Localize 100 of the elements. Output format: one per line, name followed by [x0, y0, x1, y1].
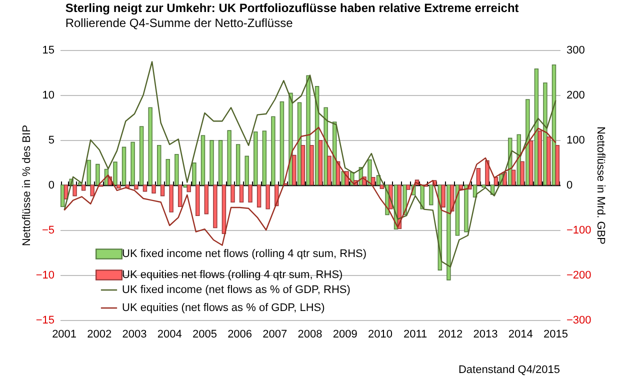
bar [429, 184, 434, 206]
y2-tick-label: 300 [566, 44, 585, 56]
legend-label: UK equities (net flows as % of GDP, LHS) [122, 302, 325, 314]
x-tick-label: 2015 [543, 328, 568, 340]
bar [81, 184, 86, 191]
bar [494, 176, 498, 186]
bar [186, 184, 191, 192]
bar [200, 135, 206, 186]
y-tick-label: −5 [42, 224, 54, 236]
bar [380, 184, 384, 189]
bar [271, 116, 276, 186]
bar [192, 162, 196, 186]
bar [204, 184, 209, 214]
bar [244, 156, 249, 186]
bar [222, 184, 226, 234]
bar [218, 140, 223, 186]
bar [178, 184, 182, 207]
legend-label: UK equities net flows (rolling 4 qtr sum, RHS) [122, 269, 343, 281]
bar [236, 144, 240, 186]
bar [64, 184, 68, 200]
bar [86, 160, 92, 186]
legend-label: UK fixed income net flows (rolling 4 qtr sum, RHS) [122, 248, 367, 260]
bar [227, 130, 232, 186]
bar [406, 184, 410, 190]
bar [174, 154, 179, 186]
x-tick-label: 2006 [228, 328, 252, 340]
bar [310, 145, 314, 186]
bar [292, 154, 296, 186]
bar [160, 184, 165, 196]
bar [96, 164, 100, 186]
bar [555, 145, 560, 186]
bar [262, 130, 267, 186]
bar [476, 168, 481, 186]
bar [116, 184, 121, 189]
bar [485, 160, 490, 186]
x-tick-label: 2010 [368, 328, 392, 340]
y-axis-title: Nettoflüsse in % des BIP [20, 124, 33, 246]
bar [210, 140, 214, 186]
bar [482, 184, 486, 188]
line-series [64, 61, 556, 268]
bar [139, 126, 144, 186]
bar [266, 184, 270, 210]
x-tick-label: 2011 [403, 328, 428, 340]
x-tick-label: 2005 [192, 328, 217, 340]
x-tick-label: 2014 [508, 328, 533, 340]
bar [196, 184, 200, 216]
bar [511, 170, 516, 186]
bar [130, 142, 135, 186]
bar [134, 184, 138, 190]
bar [288, 92, 293, 186]
chart-subtitle: Rollierende Q4-Summe der Netto-Zuflüsse [65, 16, 294, 30]
y2-tick-label: −300 [566, 314, 592, 326]
line-series [64, 126, 556, 246]
bar [441, 184, 446, 208]
bar [464, 184, 468, 232]
bar [248, 184, 252, 202]
legend-label: UK fixed income (net flows as % of GDP, RHS) [122, 284, 350, 296]
y-tick-label: −15 [36, 314, 54, 326]
bar [538, 130, 542, 186]
x-tick-label: 2013 [473, 328, 498, 340]
bar [402, 184, 407, 216]
y-tick-label: 5 [48, 134, 54, 146]
y2-tick-label: 100 [566, 134, 585, 146]
x-tick-label: 2003 [122, 328, 147, 340]
x-tick-label: 2009 [332, 328, 358, 340]
bar [546, 136, 551, 186]
x-tick-label: 2004 [157, 328, 182, 340]
y2-tick-label: 0 [566, 180, 573, 192]
bar [90, 184, 94, 196]
x-tick-label: 2007 [262, 328, 288, 340]
bar [458, 184, 463, 190]
bar [256, 184, 262, 208]
x-tick-label: 2001 [52, 328, 77, 340]
bar [324, 107, 328, 186]
bar [230, 184, 235, 202]
y-tick-label: −10 [36, 270, 54, 282]
bar [318, 140, 323, 186]
y-tick-label: 0 [48, 180, 54, 192]
bar [239, 184, 244, 202]
y2-tick-label: 200 [566, 90, 585, 102]
bar [446, 184, 451, 280]
bar [157, 145, 162, 186]
x-tick-label: 2008 [298, 328, 322, 340]
x-tick-label: 2002 [87, 328, 112, 340]
bar [148, 107, 152, 186]
bar [520, 161, 524, 186]
bar [152, 184, 156, 194]
chart-title: Sterling neigt zur Umkehr: UK Portfoliozuflüsse haben relative Extreme erreicht [65, 1, 519, 15]
bar [142, 184, 148, 192]
bar [528, 140, 534, 186]
y-tick-label: 10 [42, 90, 54, 102]
x-tick-label: 2012 [438, 328, 463, 340]
bar [113, 162, 118, 186]
y2-tick-label: −100 [566, 224, 592, 236]
bar [166, 158, 170, 186]
bar [122, 146, 126, 186]
y2-tick-label: −200 [566, 270, 592, 282]
bar [280, 101, 284, 186]
bar [327, 156, 332, 186]
y-tick-label: 15 [42, 44, 54, 56]
